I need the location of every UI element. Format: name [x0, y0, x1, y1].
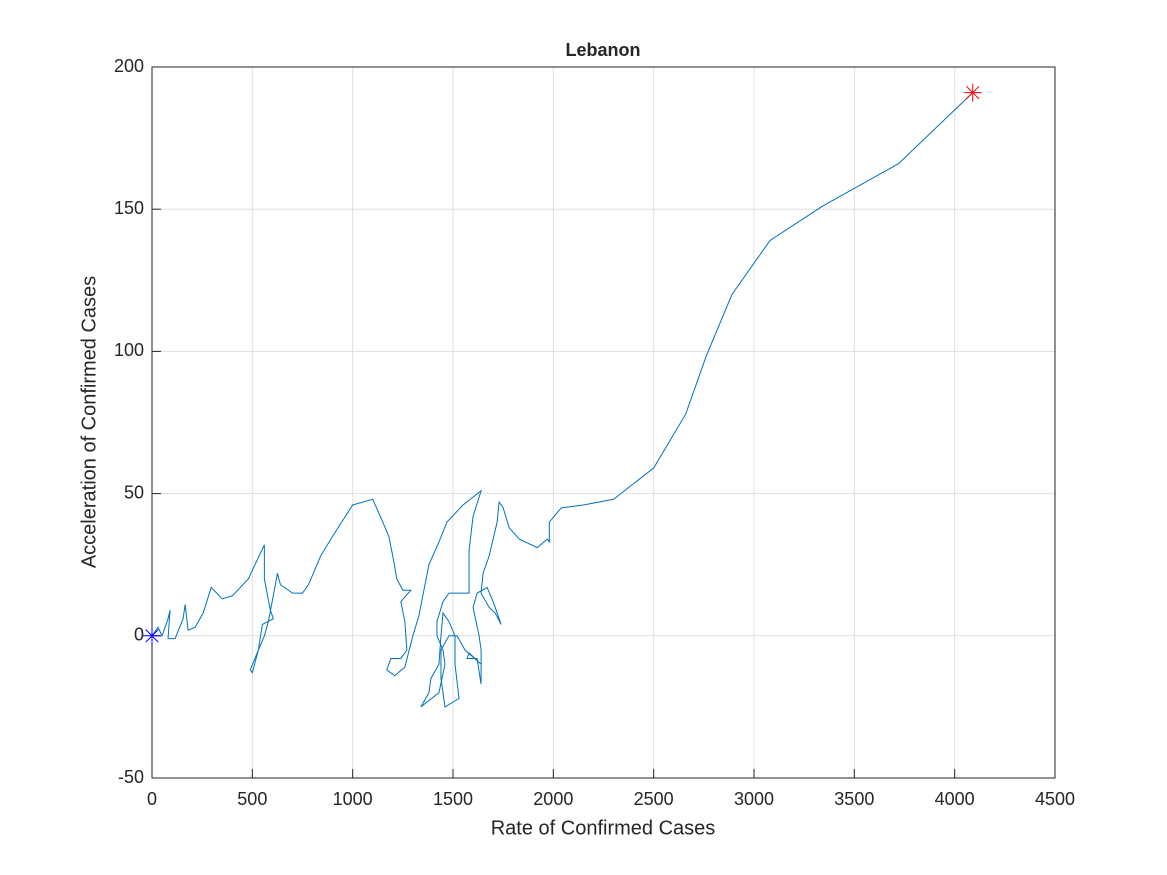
y-tick-label: 0 — [134, 625, 144, 645]
x-tick-label: 2000 — [533, 789, 573, 809]
plot-box — [151, 66, 1056, 779]
x-tick-label: 4000 — [935, 789, 975, 809]
x-tick-label: 4500 — [1035, 789, 1075, 809]
x-axis-label: Rate of Confirmed Cases — [491, 817, 716, 839]
chart-title: Lebanon — [566, 40, 641, 60]
point-marker — [143, 626, 161, 645]
point-marker — [963, 83, 982, 102]
marker-stroke — [966, 85, 980, 100]
y-tick-label: 200 — [114, 56, 144, 76]
y-axis-label: Acceleration of Confirmed Cases — [78, 276, 100, 568]
x-tick-label: 1000 — [333, 789, 373, 809]
y-tick-label: 100 — [114, 340, 144, 360]
x-tick-label: 500 — [237, 789, 267, 809]
marker-stroke — [145, 629, 159, 643]
y-tick-label: 150 — [114, 198, 144, 218]
x-tick-label: 1500 — [433, 789, 473, 809]
x-tick-label: 3000 — [734, 789, 774, 809]
y-tick-label: 50 — [124, 482, 144, 502]
x-tick-label: 0 — [147, 789, 157, 809]
y-tick-label: -50 — [118, 767, 144, 787]
data-line — [151, 92, 974, 708]
x-tick-label: 3500 — [834, 789, 874, 809]
x-tick-label: 2500 — [634, 789, 674, 809]
